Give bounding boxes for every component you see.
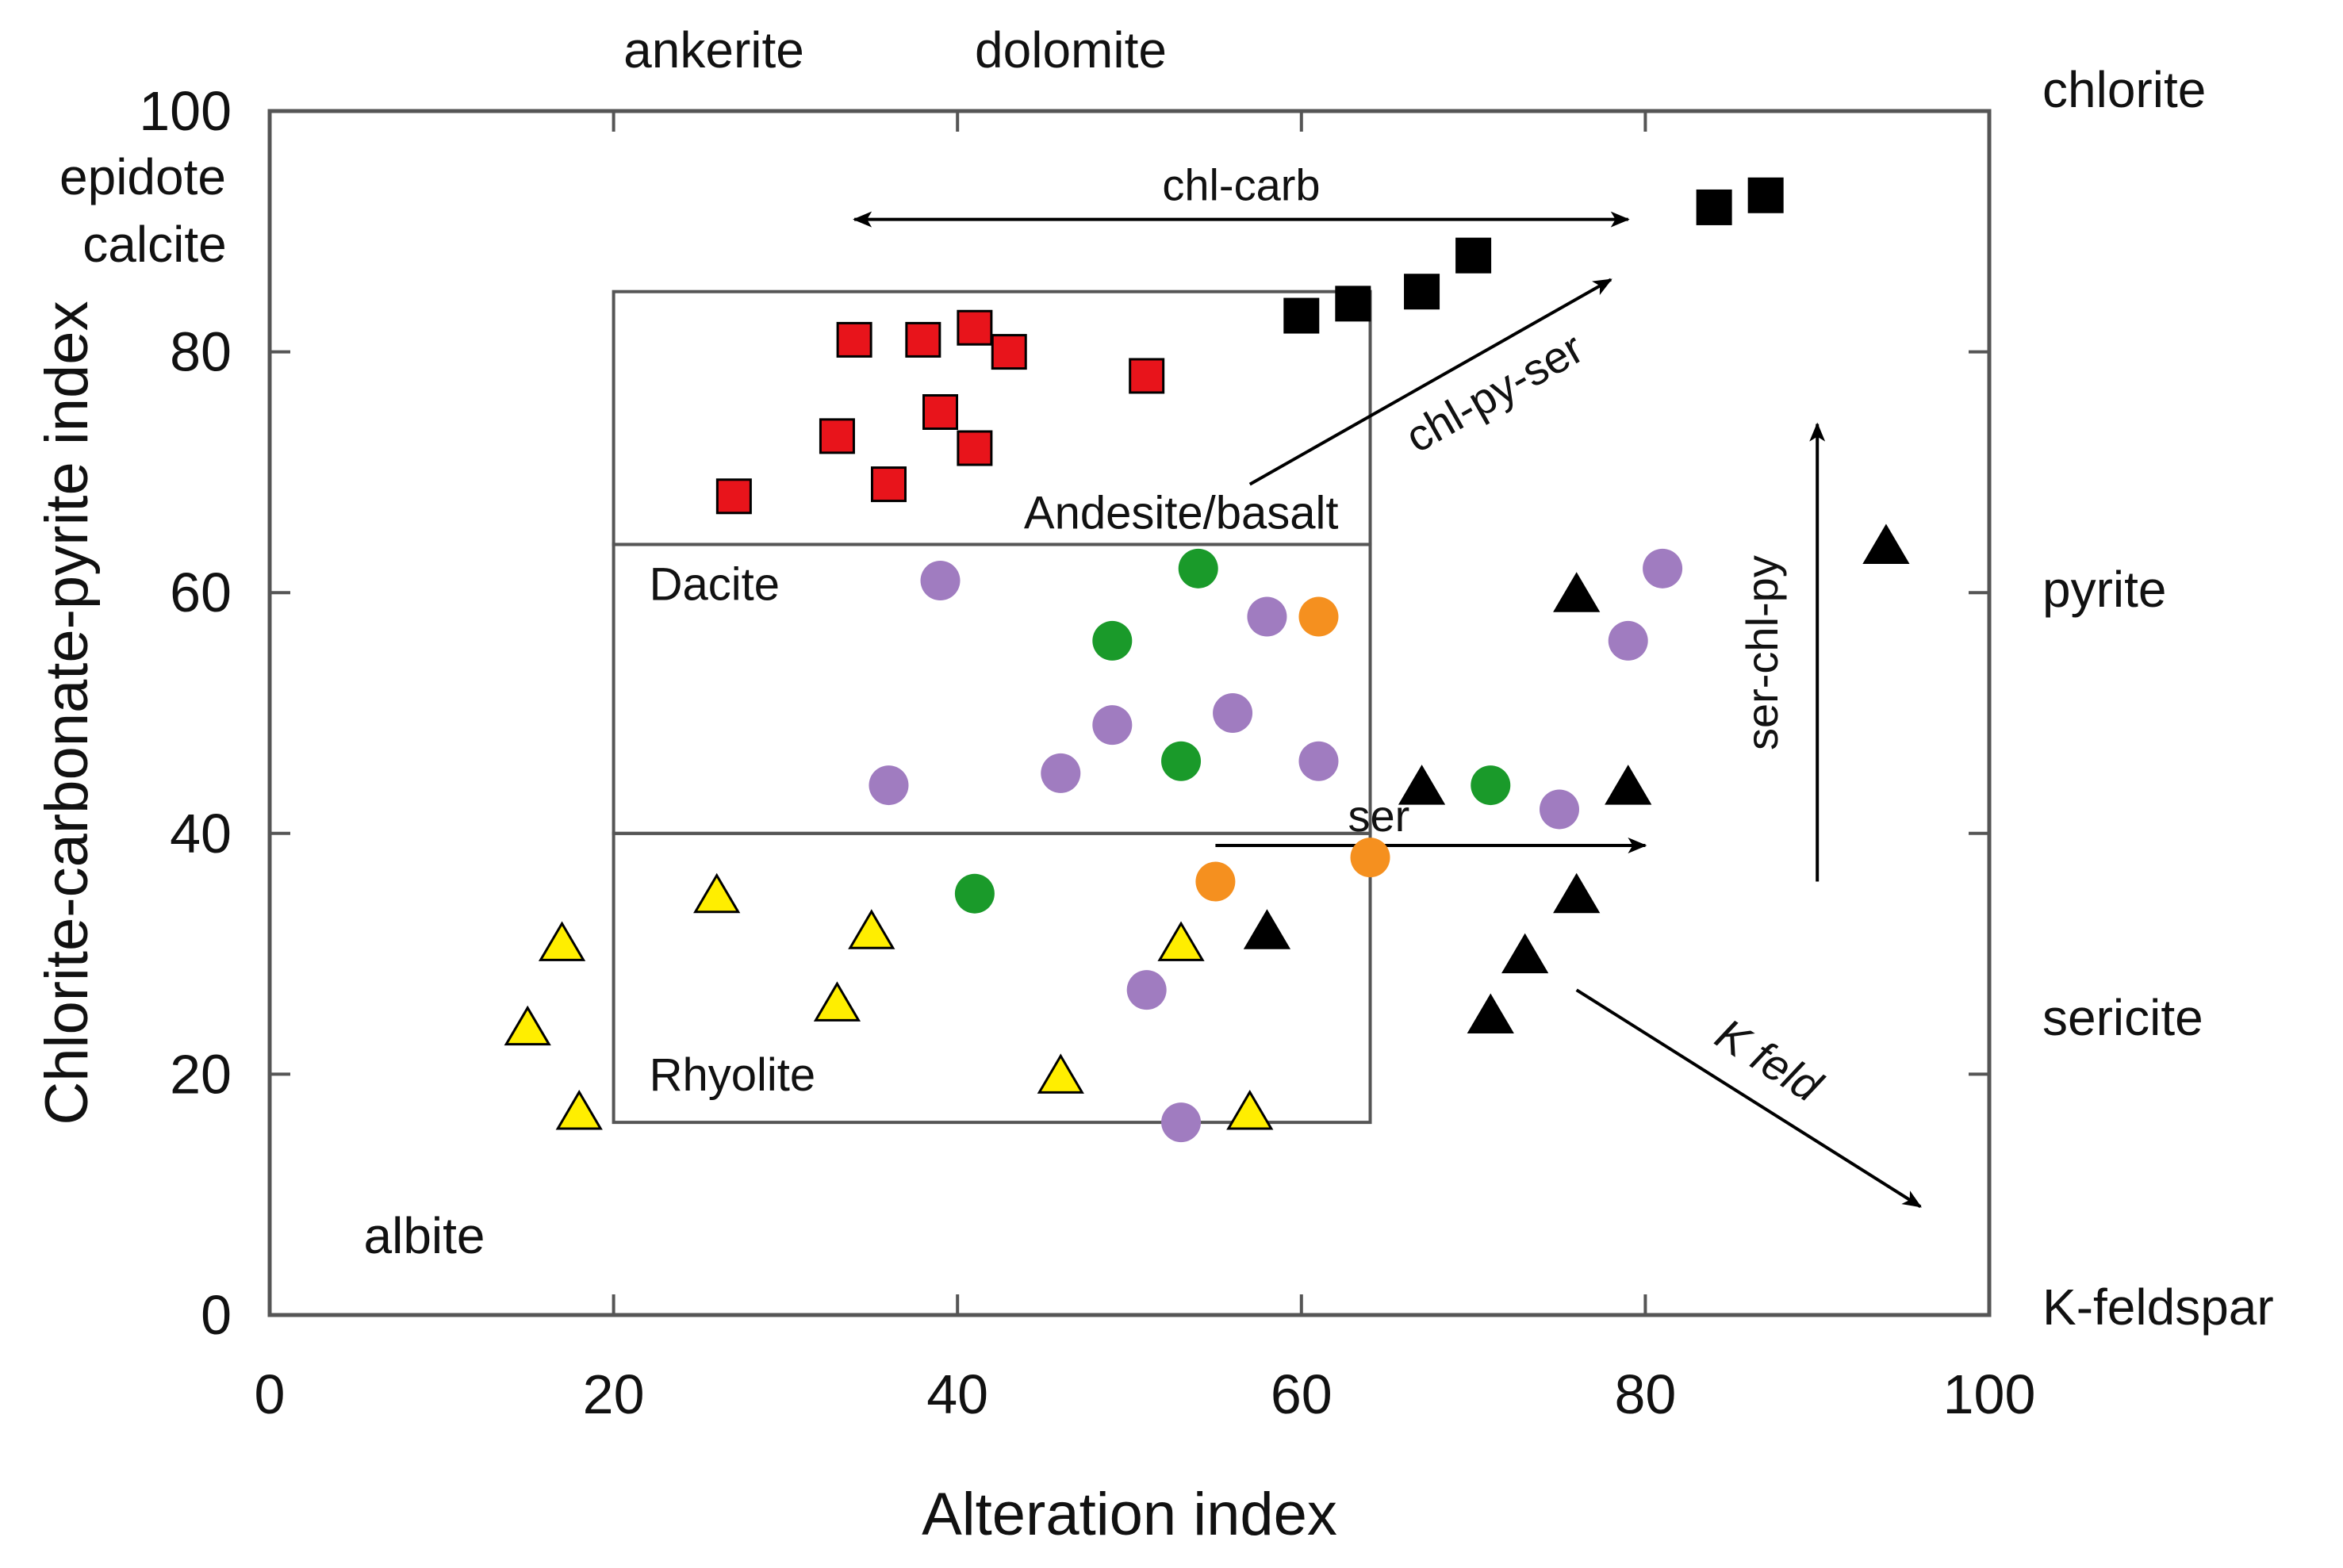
- y-tick-label: 0: [201, 1284, 232, 1346]
- point-yellow-triangles: [813, 981, 861, 1022]
- point-yellow-triangles: [504, 1005, 551, 1046]
- point-black-squares: [1404, 274, 1440, 310]
- point-green-circles: [1471, 765, 1511, 806]
- point-red-squares: [819, 418, 855, 454]
- x-tick-label: 0: [255, 1363, 286, 1425]
- mineral-label-calcite: calcite: [82, 216, 226, 273]
- point-black-triangles: [1501, 933, 1549, 974]
- trend-label: chl-py-ser: [1397, 323, 1591, 462]
- x-tick-label: 20: [583, 1363, 645, 1425]
- y-tick-label: 100: [139, 80, 232, 142]
- point-green-circles: [1161, 741, 1202, 781]
- point-red-squares: [870, 466, 907, 503]
- point-purple-circles: [1213, 693, 1253, 733]
- axis-ticks: 0 20 40 60 80 100 0 20 40 60 80 100: [139, 80, 2035, 1425]
- mineral-label-ankerite: ankerite: [623, 21, 804, 79]
- mineral-label-dolomite: dolomite: [975, 21, 1167, 79]
- point-purple-circles: [1298, 741, 1339, 781]
- mineral-label-k-feldspar: K-feldspar: [2042, 1279, 2274, 1336]
- point-yellow-triangles: [1157, 921, 1205, 961]
- field-label: Rhyolite: [650, 1049, 816, 1101]
- point-black-squares: [1747, 177, 1784, 213]
- x-tick-label: 100: [1943, 1363, 2036, 1425]
- x-tick-label: 40: [926, 1363, 988, 1425]
- trend-arrows: chl-carb chl-py-ser ser ser-chl-py K feld: [853, 160, 1922, 1209]
- point-red-squares: [1129, 358, 1165, 394]
- mineral-label-pyrite: pyrite: [2042, 561, 2167, 618]
- point-black-triangles: [1605, 765, 1652, 805]
- point-black-triangles: [1243, 909, 1291, 949]
- mineral-label-albite: albite: [364, 1207, 485, 1264]
- point-green-circles: [954, 873, 995, 914]
- rock-fields: Andesite/basalt Dacite Rhyolite: [612, 289, 1372, 1125]
- field-box: [612, 831, 1372, 1125]
- point-purple-circles: [1092, 705, 1133, 746]
- point-orange-circles: [1195, 861, 1236, 902]
- mineral-label-chlorite: chlorite: [2042, 61, 2206, 118]
- x-tick-label: 80: [1614, 1363, 1676, 1425]
- y-axis-title: Chlorite-carbonate-pyrite index: [33, 301, 101, 1125]
- point-purple-circles: [1247, 596, 1287, 637]
- point-purple-circles: [1041, 753, 1081, 793]
- point-black-triangles: [1862, 523, 1910, 564]
- point-black-squares: [1696, 189, 1732, 225]
- point-red-squares: [991, 334, 1027, 370]
- point-black-squares: [1455, 237, 1492, 274]
- field-label: Dacite: [650, 558, 780, 610]
- point-black-triangles: [1398, 765, 1446, 805]
- point-red-squares: [957, 309, 993, 346]
- trend-arrow: [1248, 278, 1612, 486]
- point-green-circles: [1178, 548, 1218, 588]
- point-yellow-triangles: [848, 909, 895, 949]
- point-red-squares: [836, 321, 872, 358]
- point-red-squares: [922, 394, 959, 430]
- point-black-triangles: [1553, 872, 1601, 914]
- point-purple-circles: [1161, 1102, 1202, 1143]
- trend-label: ser-chl-py: [1737, 555, 1787, 750]
- point-red-squares: [905, 321, 941, 358]
- point-purple-circles: [1608, 620, 1648, 661]
- point-purple-circles: [1643, 548, 1683, 588]
- plot-frame: [267, 109, 1992, 1317]
- trend-label: chl-carb: [1162, 160, 1320, 210]
- y-tick-label: 40: [170, 803, 232, 865]
- point-orange-circles: [1350, 838, 1390, 878]
- point-yellow-triangles: [1226, 1089, 1274, 1130]
- data-points: [504, 177, 1910, 1143]
- mineral-label-sericite: sericite: [2042, 989, 2203, 1046]
- point-purple-circles: [1540, 789, 1579, 830]
- trend-label: K feld: [1708, 1008, 1831, 1112]
- point-purple-circles: [920, 561, 961, 601]
- mineral-label-epidote: epidote: [59, 148, 226, 205]
- y-tick-label: 60: [170, 562, 232, 623]
- field-label: Andesite/basalt: [1024, 487, 1339, 539]
- point-red-squares: [957, 430, 993, 466]
- point-purple-circles: [1126, 970, 1167, 1010]
- point-black-squares: [1335, 286, 1371, 322]
- x-axis-title: Alteration index: [922, 1481, 1337, 1548]
- point-yellow-triangles: [555, 1089, 603, 1130]
- y-tick-label: 80: [170, 321, 232, 383]
- point-black-triangles: [1467, 993, 1514, 1033]
- point-red-squares: [715, 478, 752, 515]
- trend-label: ser: [1348, 791, 1409, 841]
- x-tick-label: 60: [1271, 1363, 1333, 1425]
- point-black-squares: [1283, 297, 1320, 334]
- y-tick-label: 20: [170, 1043, 232, 1105]
- point-green-circles: [1092, 620, 1133, 661]
- point-purple-circles: [869, 765, 909, 806]
- point-yellow-triangles: [1037, 1053, 1084, 1094]
- trend-arrow: [1575, 988, 1922, 1209]
- point-orange-circles: [1298, 596, 1339, 637]
- point-yellow-triangles: [538, 921, 586, 961]
- point-black-triangles: [1553, 572, 1601, 612]
- point-yellow-triangles: [693, 872, 741, 914]
